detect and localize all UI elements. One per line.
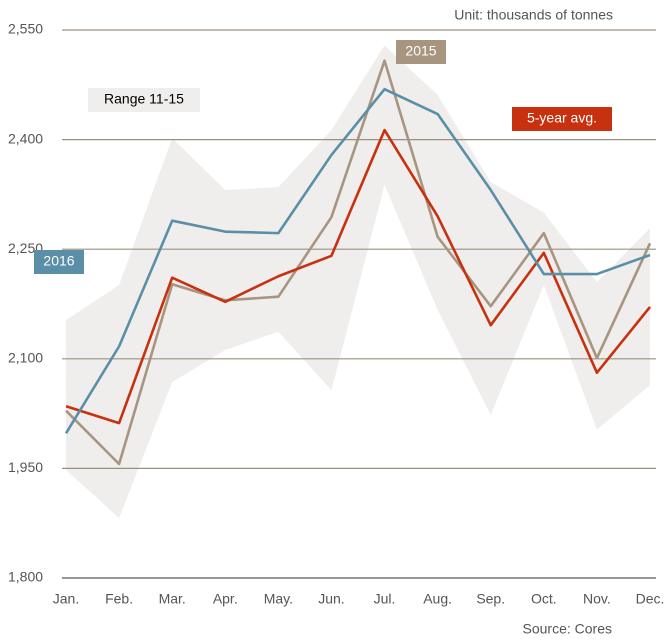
range-label: Range 11-15 [104, 91, 184, 107]
x-tick-label: Apr. [213, 591, 238, 607]
source: Source: Cores [523, 621, 612, 637]
x-tick-label: Dec. [636, 591, 665, 607]
x-tick-label: Mar. [159, 591, 186, 607]
range-label-box [88, 88, 200, 112]
y-tick-label: 2,400 [8, 130, 43, 146]
series-line [65, 59, 652, 466]
series-tag-box [396, 40, 446, 64]
y-tick-label: 1,800 [8, 569, 43, 585]
y-tick-label: 2,550 [8, 21, 43, 37]
series-line [64, 87, 651, 435]
y-tick-label: 2,100 [8, 350, 43, 366]
x-tick-label: May. [264, 591, 293, 607]
series-tag-box [512, 107, 612, 131]
x-tick-label: Aug. [423, 591, 452, 607]
series-tag: 2015 [405, 43, 436, 59]
x-tick-label: Oct. [531, 591, 557, 607]
x-tick-label: Feb. [105, 591, 133, 607]
x-tick-label: Jun. [318, 591, 344, 607]
subtitle: Unit: thousands of tonnes [454, 7, 613, 23]
x-tick-label: Jul. [374, 591, 396, 607]
x-tick-label: Sep. [476, 591, 505, 607]
y-tick-label: 1,950 [8, 459, 43, 475]
series-tag-box [34, 250, 84, 274]
x-tick-label: Nov. [583, 591, 611, 607]
range-band [66, 45, 650, 519]
series-tag: 2016 [43, 253, 74, 269]
x-tick-label: Jan. [53, 591, 79, 607]
series-tag: 5-year avg. [527, 110, 597, 126]
